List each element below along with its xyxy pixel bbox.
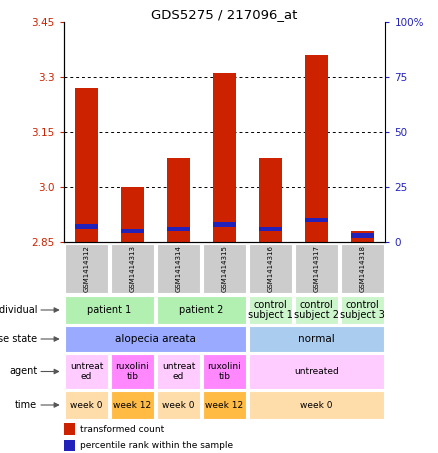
- Bar: [203, 355, 246, 389]
- Bar: [111, 355, 154, 389]
- Bar: [341, 296, 384, 324]
- Text: percentile rank within the sample: percentile rank within the sample: [80, 441, 233, 450]
- Bar: [295, 296, 338, 324]
- Text: GSM1414315: GSM1414315: [222, 245, 227, 292]
- Text: ruxolini
tib: ruxolini tib: [208, 362, 241, 381]
- Bar: [167, 226, 190, 231]
- Text: GSM1414318: GSM1414318: [360, 245, 365, 292]
- Text: time: time: [15, 400, 37, 410]
- Text: transformed count: transformed count: [80, 425, 164, 434]
- Bar: [203, 391, 246, 419]
- Text: untreat
ed: untreat ed: [162, 362, 195, 381]
- Bar: [157, 355, 200, 389]
- Bar: [65, 326, 246, 352]
- Text: GSM1414317: GSM1414317: [314, 245, 319, 292]
- Text: disease state: disease state: [0, 334, 37, 344]
- Bar: [305, 55, 328, 242]
- Text: week 0: week 0: [162, 400, 195, 410]
- Text: untreated: untreated: [294, 367, 339, 376]
- Text: agent: agent: [9, 366, 37, 376]
- Bar: [65, 355, 108, 389]
- Text: alopecia areata: alopecia areata: [115, 334, 196, 344]
- Bar: [213, 222, 236, 226]
- Text: patient 1: patient 1: [87, 305, 132, 315]
- Text: GSM1414313: GSM1414313: [130, 245, 135, 292]
- Bar: [157, 296, 246, 324]
- Text: control
subject 3: control subject 3: [340, 299, 385, 320]
- Bar: [157, 244, 200, 293]
- Bar: [249, 391, 384, 419]
- Text: week 12: week 12: [113, 400, 152, 410]
- Bar: [167, 158, 190, 242]
- Bar: [259, 158, 282, 242]
- Text: ruxolini
tib: ruxolini tib: [116, 362, 149, 381]
- Bar: [121, 187, 144, 242]
- Title: GDS5275 / 217096_at: GDS5275 / 217096_at: [151, 8, 298, 21]
- Bar: [203, 244, 246, 293]
- Text: patient 2: patient 2: [179, 305, 224, 315]
- Bar: [65, 391, 108, 419]
- Bar: [65, 244, 108, 293]
- Bar: [351, 231, 374, 242]
- Bar: [121, 229, 144, 233]
- Bar: [249, 355, 384, 389]
- Bar: [249, 326, 384, 352]
- Bar: [295, 244, 338, 293]
- Bar: [75, 88, 98, 242]
- Text: individual: individual: [0, 305, 37, 315]
- Bar: [351, 233, 374, 238]
- Bar: [249, 244, 292, 293]
- Bar: [111, 244, 154, 293]
- Bar: [111, 391, 154, 419]
- Text: control
subject 2: control subject 2: [294, 299, 339, 320]
- Text: week 0: week 0: [300, 400, 333, 410]
- Text: GSM1414312: GSM1414312: [84, 245, 89, 292]
- Bar: [64, 423, 75, 435]
- Bar: [75, 224, 98, 229]
- Bar: [305, 218, 328, 222]
- Bar: [259, 226, 282, 231]
- Bar: [64, 440, 75, 451]
- Text: control
subject 1: control subject 1: [248, 299, 293, 320]
- Text: GSM1414316: GSM1414316: [268, 245, 273, 292]
- Bar: [65, 296, 154, 324]
- Bar: [157, 391, 200, 419]
- Text: week 12: week 12: [205, 400, 244, 410]
- Text: GSM1414314: GSM1414314: [176, 245, 181, 292]
- Text: week 0: week 0: [70, 400, 103, 410]
- Bar: [341, 244, 384, 293]
- Bar: [249, 296, 292, 324]
- Text: untreat
ed: untreat ed: [70, 362, 103, 381]
- Bar: [213, 73, 236, 242]
- Text: normal: normal: [298, 334, 335, 344]
